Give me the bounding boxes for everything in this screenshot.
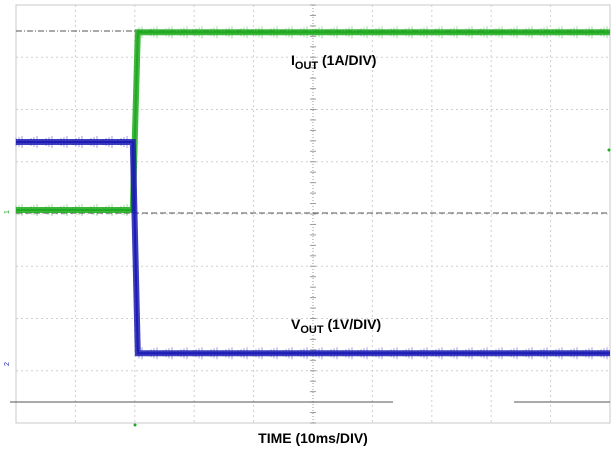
channel-markers: 12 xyxy=(4,148,611,427)
reference-lines xyxy=(10,30,610,403)
vout-label: VOUT (1V/DIV) xyxy=(291,316,381,336)
channel-1-marker: 1 xyxy=(4,210,11,214)
traces xyxy=(15,26,610,360)
grid xyxy=(15,4,611,424)
vout-trace xyxy=(16,141,610,355)
trigger-marker xyxy=(133,423,137,427)
iout-trace xyxy=(16,31,610,211)
x-axis-label: TIME (10ms/DIV) xyxy=(258,430,368,446)
iout-label: IOUT (1A/DIV) xyxy=(291,52,376,72)
iout-trace-band xyxy=(16,29,610,213)
channel-2-marker: 2 xyxy=(4,362,11,366)
level-marker xyxy=(607,148,611,152)
